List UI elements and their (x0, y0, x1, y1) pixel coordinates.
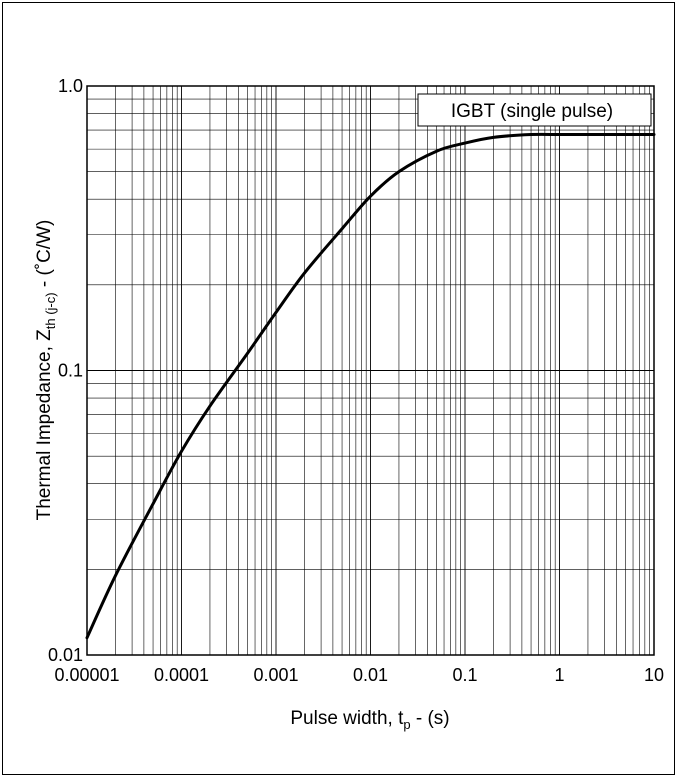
legend: IGBT (single pulse) (417, 93, 652, 127)
y-axis-label: Thermal Impedance, Zth (j-c) - (˚C/W) (34, 220, 58, 521)
x-tick-label: 0.01 (353, 665, 388, 685)
x-tick-label: 0.0001 (154, 665, 209, 685)
series-layer (85, 132, 656, 640)
x-axis-label: Pulse width, tp - (s) (290, 708, 449, 732)
x-tick-label: 10 (644, 665, 664, 685)
y-tick-label: 0.01 (48, 645, 83, 665)
y-axis-label-subscript: th (j-c) (43, 292, 58, 329)
y-axis-label-main: Thermal Impedance, Z (34, 329, 55, 521)
y-tick-label: 0.1 (58, 361, 83, 381)
x-tick-labels: 0.00001 0.0001 0.001 0.01 0.1 1 10 (54, 665, 664, 685)
x-tick-label: 0.001 (253, 665, 298, 685)
x-tick-label: 0.00001 (54, 665, 119, 685)
x-tick-label: 1 (554, 665, 564, 685)
plot-area-border (86, 85, 655, 656)
x-axis-label-subscript: p (403, 717, 410, 732)
y-axis-label-unit: - (˚C/W) (34, 220, 55, 293)
x-axis-label-main: Pulse width, t (290, 708, 404, 729)
series-line-0 (85, 132, 656, 640)
y-tick-label: 1.0 (58, 76, 83, 96)
x-axis-label-unit: - (s) (411, 708, 450, 729)
legend-background (417, 93, 652, 127)
legend-label: IGBT (single pulse) (451, 101, 613, 122)
y-tick-labels: 0.01 0.1 1.0 (48, 76, 83, 665)
x-tick-label: 0.1 (452, 665, 477, 685)
